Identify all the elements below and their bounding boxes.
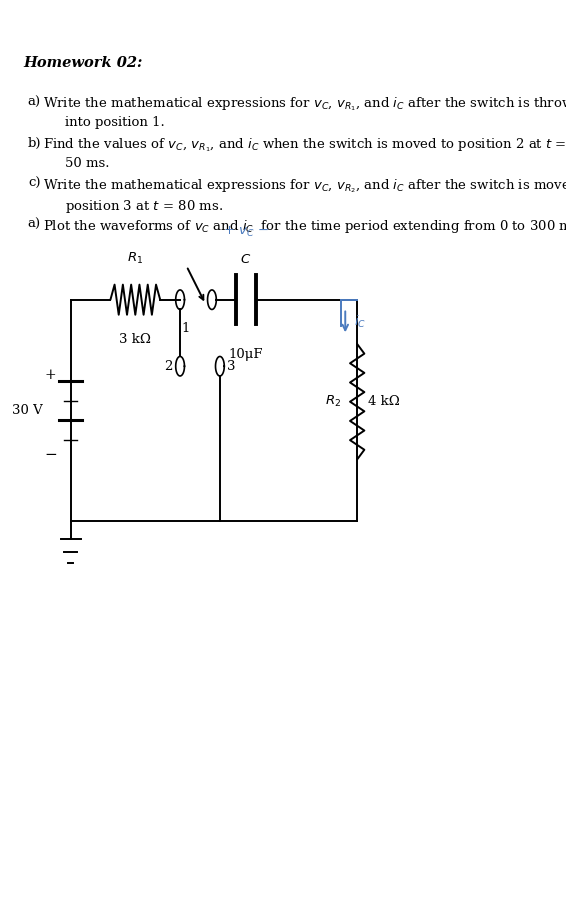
Text: Write the mathematical expressions for $v_C$, $v_{R_1}$, and $i_C$ after the swi: Write the mathematical expressions for $… [43,96,566,114]
Text: $C$: $C$ [240,253,251,266]
Text: + $v_C$ $-$: + $v_C$ $-$ [223,225,269,240]
Text: c): c) [28,177,41,190]
Text: +: + [45,369,57,382]
Text: 3 kΩ: 3 kΩ [119,333,151,346]
Text: a): a) [28,96,41,109]
Text: $i_C$: $i_C$ [354,314,366,330]
Text: a): a) [28,218,41,231]
Text: into position 1.: into position 1. [65,116,164,129]
Text: 3: 3 [227,359,235,373]
Text: $R_2$: $R_2$ [325,394,341,409]
Text: $R_1$: $R_1$ [127,250,143,266]
Text: 10μF: 10μF [229,349,263,361]
Text: b): b) [27,136,41,150]
Text: Find the values of $v_C$, $v_{R_1}$, and $i_C$ when the switch is moved to posit: Find the values of $v_C$, $v_{R_1}$, and… [43,136,566,154]
Text: 30 V: 30 V [12,404,43,417]
Text: Plot the waveforms of $v_C$ and $i_C$  for the time period extending from 0 to 3: Plot the waveforms of $v_C$ and $i_C$ fo… [43,218,566,235]
Text: 2: 2 [164,359,172,373]
Text: Write the mathematical expressions for $v_C$, $v_{R_2}$, and $i_C$ after the swi: Write the mathematical expressions for $… [43,177,566,195]
Text: position 3 at $t$ = 80 ms.: position 3 at $t$ = 80 ms. [65,197,222,214]
Text: −: − [44,448,57,462]
Text: 4 kΩ: 4 kΩ [368,396,400,408]
Text: 1: 1 [182,322,190,335]
Text: 50 ms.: 50 ms. [65,157,109,170]
Text: Homework 02:: Homework 02: [23,56,142,69]
